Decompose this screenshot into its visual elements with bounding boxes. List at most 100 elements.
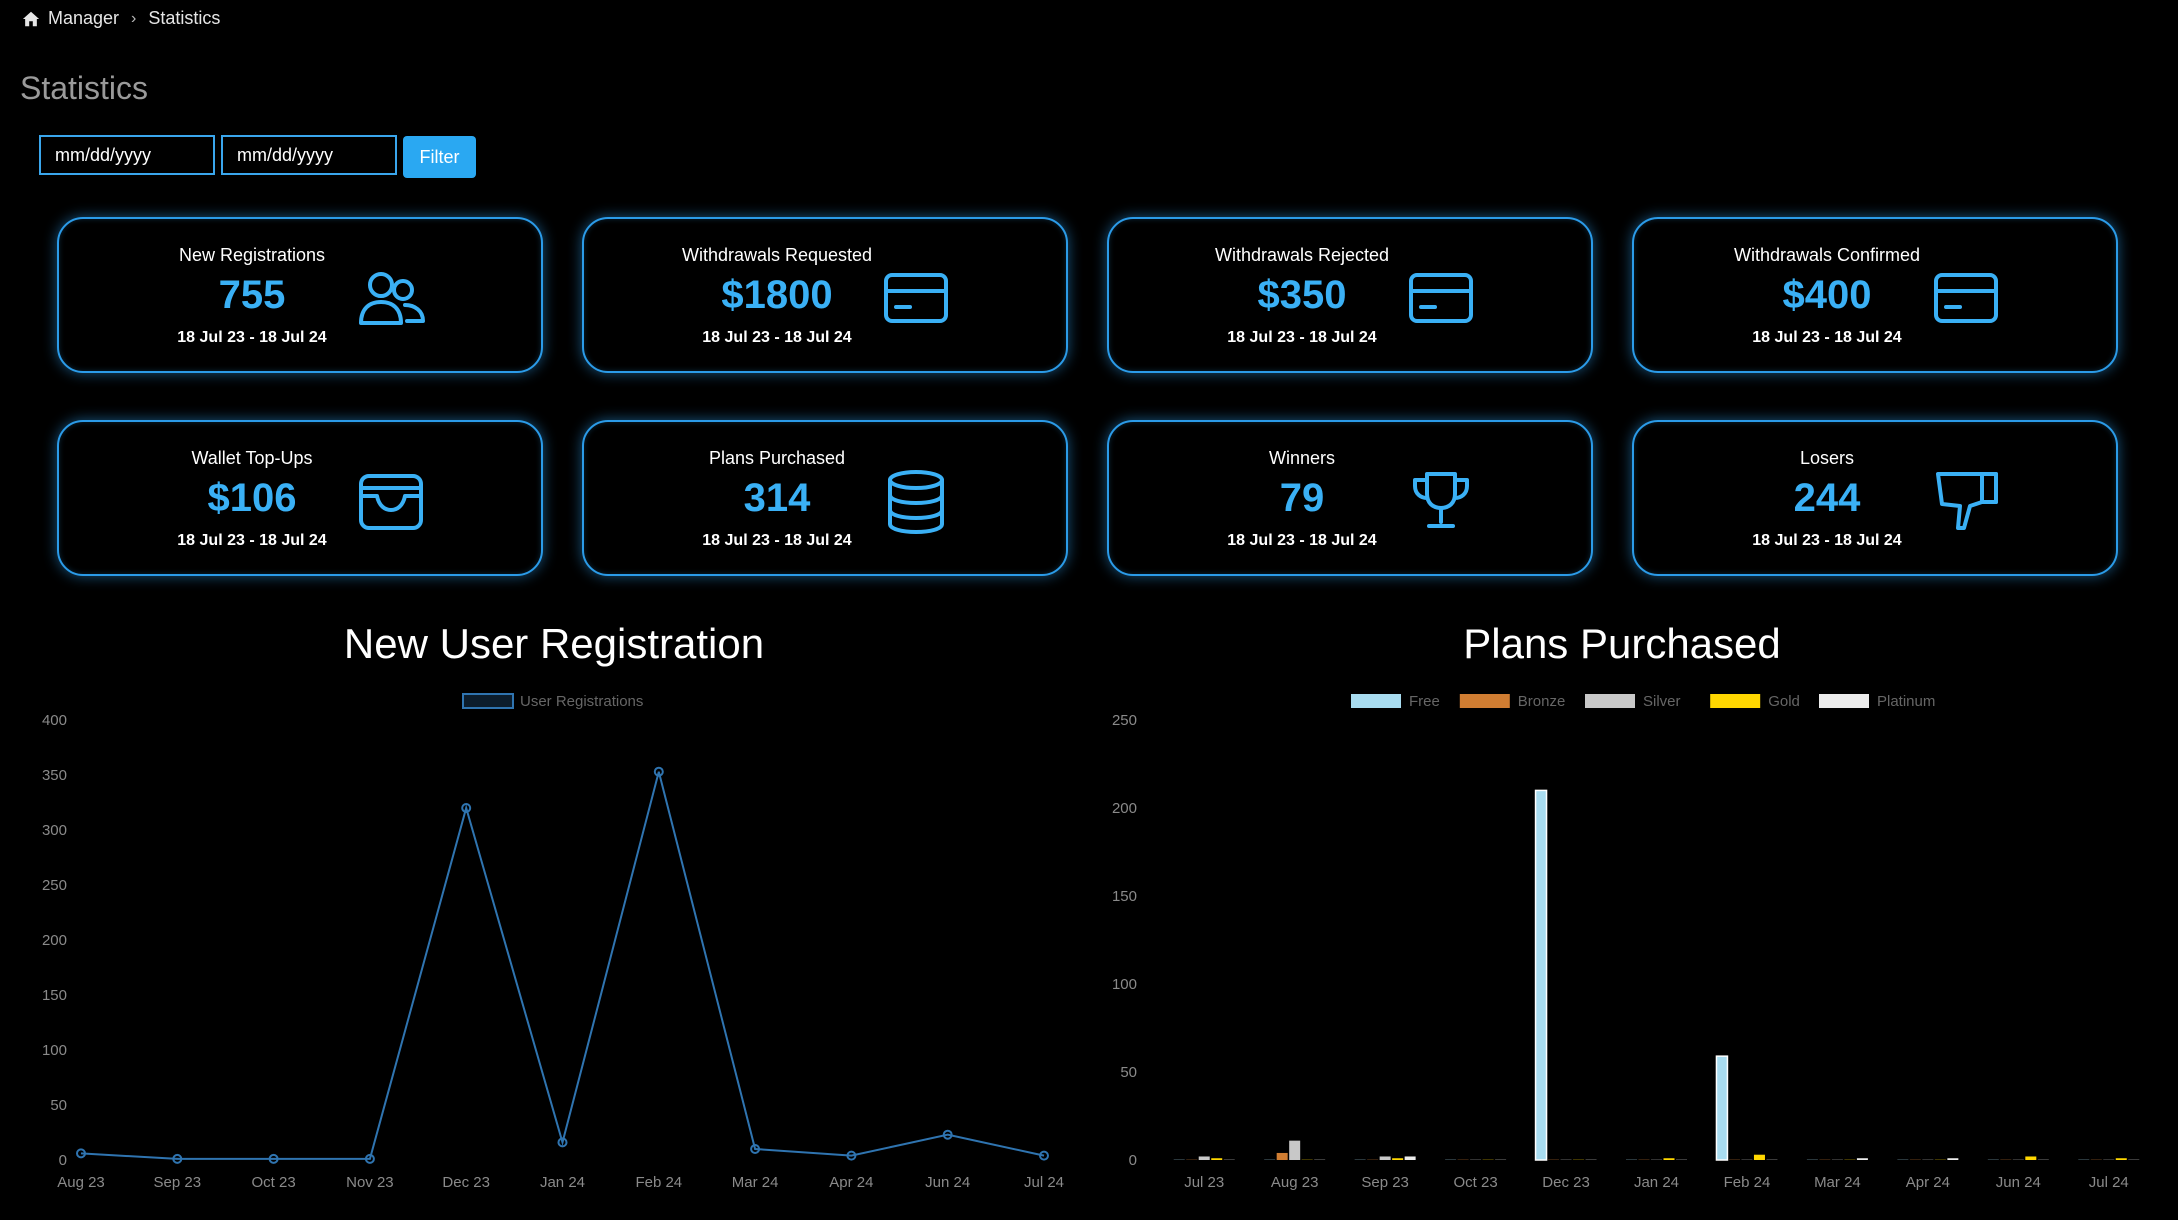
bar — [1715, 1055, 1729, 1161]
x-tick-label: Jul 24 — [1024, 1174, 1064, 1191]
date-from-input[interactable] — [39, 135, 215, 175]
bar — [1548, 1159, 1560, 1160]
home-icon — [22, 11, 40, 26]
trophy-icon — [1413, 472, 1469, 528]
bar-chart: Free Bronze Silver Gold Platinum 0 50 100 150 200… — [1112, 693, 2140, 1191]
breadcrumb-current: Statistics — [148, 8, 221, 28]
data-point — [172, 1153, 183, 1164]
bar — [1856, 1158, 1868, 1160]
bar — [1289, 1140, 1301, 1160]
stat-card-value: 314 — [743, 476, 811, 520]
bar — [1211, 1158, 1223, 1160]
stat-card-withdrawals-requested: Withdrawals Requested $1800 18 Jul 23 - … — [582, 217, 1068, 373]
bar — [2000, 1159, 2012, 1160]
stat-card-new-registrations: New Registrations 755 18 Jul 23 - 18 Jul… — [57, 217, 543, 373]
legend-label: Bronze — [1518, 693, 1566, 710]
legend-swatch — [1585, 694, 1635, 708]
y-tick-label: 200 — [1112, 800, 1137, 817]
line-chart: User Registrations 0 50 100 150 200 250 300 350 4… — [42, 693, 1064, 1191]
bar — [1585, 1159, 1597, 1160]
data-point — [268, 1153, 279, 1164]
data-point — [750, 1144, 761, 1154]
data-point — [557, 1137, 568, 1148]
stat-card-value: 244 — [1793, 476, 1861, 520]
legend-label: Platinum — [1877, 693, 1935, 710]
wallet-icon — [359, 474, 423, 530]
stat-card-range: 18 Jul 23 - 18 Jul 24 — [177, 532, 327, 549]
x-tick-label: Apr 24 — [1906, 1174, 1950, 1191]
x-tick-label: Jan 24 — [540, 1174, 585, 1191]
stat-card-title: Plans Purchased — [708, 448, 846, 468]
bar — [1831, 1159, 1843, 1160]
y-tick-label: 150 — [1112, 888, 1137, 905]
database-icon — [888, 470, 944, 534]
stat-card-value: 79 — [1279, 476, 1325, 520]
stat-card-value: $1800 — [721, 273, 833, 317]
x-tick-label: Jun 24 — [1996, 1174, 2041, 1191]
stat-card-range: 18 Jul 23 - 18 Jul 24 — [702, 329, 852, 346]
stat-card-range: 18 Jul 23 - 18 Jul 24 — [1752, 532, 1902, 549]
bar — [1186, 1159, 1198, 1160]
stat-card-value: $400 — [1782, 273, 1872, 317]
chart-title-registrations: New User Registration — [343, 620, 765, 667]
x-tick-label: Dec 23 — [1542, 1174, 1590, 1191]
data-point — [461, 803, 472, 813]
bar — [1728, 1159, 1740, 1160]
bar — [1367, 1159, 1379, 1160]
bar — [1404, 1156, 1416, 1160]
legend-label: Silver — [1643, 693, 1681, 710]
legend-swatch — [462, 693, 514, 709]
y-tick-label: 300 — [42, 822, 67, 839]
y-tick-label: 50 — [1120, 1064, 1137, 1081]
stat-card-range: 18 Jul 23 - 18 Jul 24 — [702, 532, 852, 549]
bar — [2037, 1159, 2049, 1160]
breadcrumb-manager-link[interactable]: Manager — [48, 8, 120, 28]
x-tick-label: Nov 23 — [346, 1174, 394, 1191]
stat-card-range: 18 Jul 23 - 18 Jul 24 — [177, 329, 327, 346]
bar — [1663, 1158, 1675, 1160]
stat-card-plans-purchased: Plans Purchased 314 18 Jul 23 - 18 Jul 2… — [582, 420, 1068, 576]
bar — [1741, 1159, 1753, 1160]
data-point — [653, 766, 664, 777]
stat-card-losers: Losers 244 18 Jul 23 - 18 Jul 24 — [1632, 420, 2118, 576]
bar — [1470, 1159, 1482, 1160]
x-tick-label: Jul 23 — [1184, 1174, 1224, 1191]
bar — [2012, 1159, 2024, 1160]
x-tick-label: Sep 23 — [1361, 1174, 1409, 1191]
bar — [1534, 789, 1548, 1161]
y-tick-label: 400 — [42, 712, 67, 729]
bar — [2078, 1159, 2090, 1160]
bar — [1934, 1159, 1946, 1160]
bar — [1445, 1159, 1457, 1160]
x-tick-label: Dec 23 — [442, 1174, 490, 1191]
bar — [1198, 1156, 1210, 1160]
bar — [1844, 1159, 1856, 1160]
stat-card-range: 18 Jul 23 - 18 Jul 24 — [1227, 532, 1377, 549]
bar — [1573, 1159, 1585, 1160]
filter-button[interactable]: Filter — [403, 136, 476, 178]
stat-card-title: Losers — [1799, 448, 1855, 468]
data-point — [364, 1153, 375, 1164]
credit-card-icon — [884, 273, 948, 323]
y-tick-label: 100 — [1112, 976, 1137, 993]
chevron-right-icon: › — [131, 9, 137, 27]
credit-card-icon — [1409, 273, 1473, 323]
legend-label: User Registrations — [520, 693, 643, 710]
legend-swatch — [1819, 694, 1869, 708]
series-line — [80, 771, 1045, 1160]
bar — [1457, 1159, 1469, 1160]
x-tick-label: Jul 24 — [2089, 1174, 2129, 1191]
stat-card-withdrawals-confirmed: Withdrawals Confirmed $400 18 Jul 23 - 1… — [1632, 217, 2118, 373]
stat-card-range: 18 Jul 23 - 18 Jul 24 — [1227, 329, 1377, 346]
thumbs-down-icon — [1936, 472, 1998, 530]
data-point — [846, 1150, 857, 1161]
legend-swatch — [1351, 694, 1401, 708]
bar — [1482, 1159, 1494, 1160]
bar — [1379, 1156, 1391, 1160]
bar — [1223, 1159, 1235, 1160]
date-to-input[interactable] — [221, 135, 397, 175]
bar — [2128, 1159, 2140, 1160]
bar — [1922, 1159, 1934, 1160]
credit-card-icon — [1934, 273, 1998, 323]
bar — [1495, 1159, 1507, 1160]
